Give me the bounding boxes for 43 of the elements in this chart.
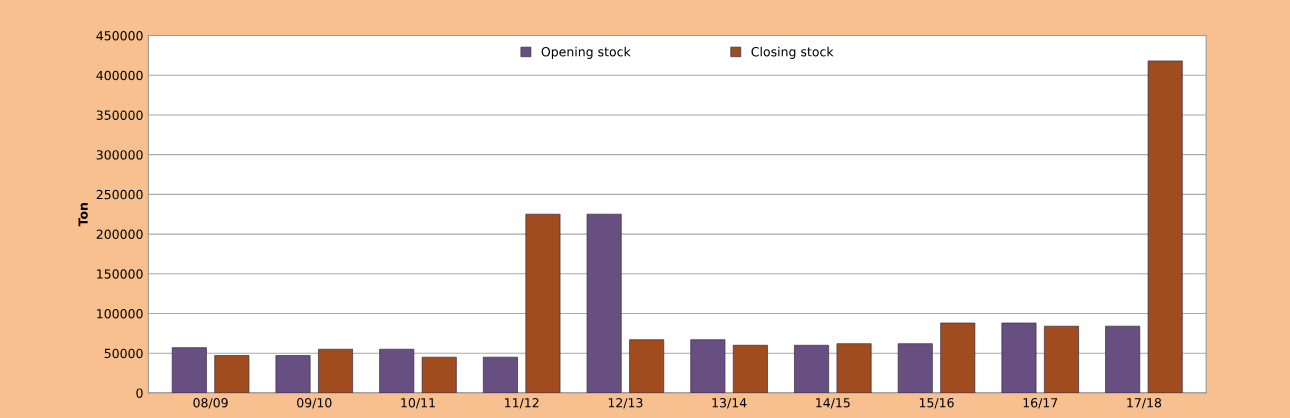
bar xyxy=(794,344,830,393)
x-tick-label: 09/10 xyxy=(297,398,332,409)
y-tick-label: 350000 xyxy=(96,110,143,120)
bar xyxy=(482,356,518,393)
bar xyxy=(275,355,311,393)
x-tick-label: 10/11 xyxy=(401,398,435,409)
bar xyxy=(1105,325,1141,393)
bar xyxy=(629,339,665,393)
bar xyxy=(214,355,250,393)
bar xyxy=(586,213,622,393)
x-tick-label: 15/16 xyxy=(919,398,954,409)
x-tick-label: 11/12 xyxy=(505,398,539,409)
y-tick-label: 150000 xyxy=(97,269,143,279)
y-tick-label: 0 xyxy=(136,388,143,398)
bar xyxy=(525,213,561,393)
y-tick-label: 400000 xyxy=(96,70,143,81)
y-tick-label: 450000 xyxy=(96,31,143,41)
x-tick-label: 16/17 xyxy=(1023,398,1058,409)
y-tick-label: 100000 xyxy=(97,308,143,319)
bar xyxy=(421,356,457,393)
legend-label: Opening stock xyxy=(541,46,631,59)
bar xyxy=(897,343,933,393)
bar xyxy=(379,348,415,393)
x-tick-label: 08/09 xyxy=(193,398,228,409)
bar xyxy=(1001,322,1037,393)
y-tick-label: 300000 xyxy=(96,150,143,160)
bar xyxy=(171,347,207,393)
bar xyxy=(836,343,872,393)
bar xyxy=(318,348,353,393)
x-tick-label: 13/14 xyxy=(712,398,747,409)
bar xyxy=(1147,60,1183,393)
bar xyxy=(940,322,976,393)
legend-label: Closing stock xyxy=(751,46,834,59)
y-tick-label: 250000 xyxy=(96,189,143,200)
y-tick-label: 50000 xyxy=(104,348,143,359)
y-tick-label: 200000 xyxy=(96,229,143,240)
x-tick-label: 12/13 xyxy=(608,398,643,409)
y-axis-title: Ton xyxy=(78,203,88,227)
bar xyxy=(732,344,768,393)
bar xyxy=(690,339,726,393)
x-tick-label: 14/15 xyxy=(816,398,850,409)
bar xyxy=(1044,325,1079,393)
x-tick-label: 17/18 xyxy=(1127,398,1162,409)
